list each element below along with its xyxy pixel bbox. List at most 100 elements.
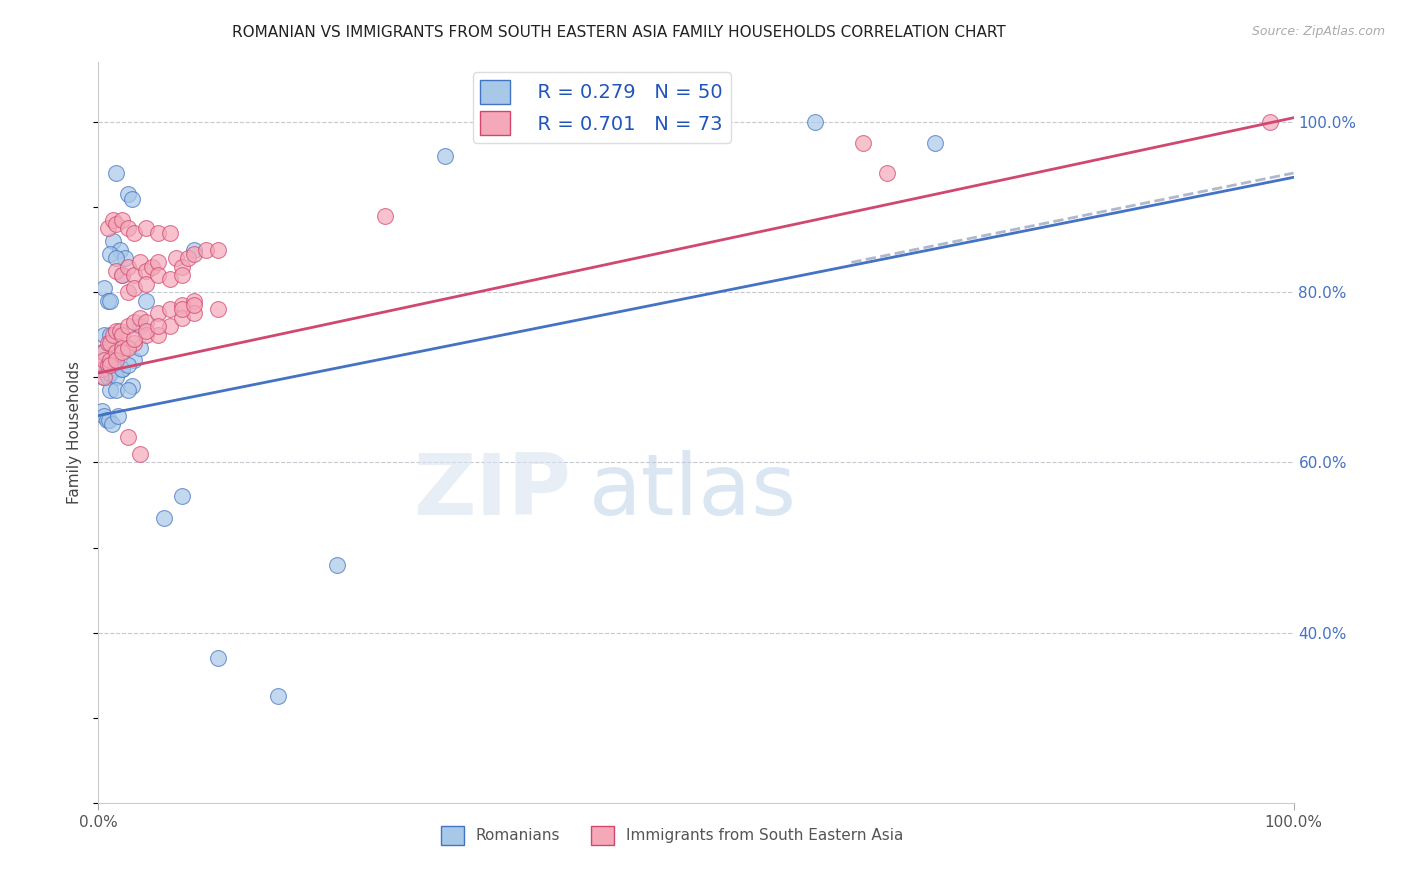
Point (129, 319, 152, 334)
Point (117, 341, 139, 355)
Point (105, 217, 128, 231)
Point (177, 251, 200, 265)
Text: Source: ZipAtlas.com: Source: ZipAtlas.com (1251, 25, 1385, 38)
Point (165, 251, 187, 265)
Point (148, 268, 170, 283)
Point (135, 315, 157, 329)
Point (374, 209, 396, 223)
Point (98, 247, 122, 261)
Point (97, 293, 120, 308)
Point (97, 221, 120, 235)
Point (97, 358, 120, 372)
Legend: Romanians, Immigrants from South Eastern Asia: Romanians, Immigrants from South Eastern… (434, 820, 910, 851)
Point (117, 430, 139, 444)
Point (108, 324, 131, 338)
Point (91, 404, 114, 418)
Point (159, 319, 181, 334)
Point (98, 383, 122, 397)
Point (124, 353, 146, 368)
Point (114, 251, 136, 265)
Point (97, 358, 120, 372)
Point (121, 192, 143, 206)
Point (207, 651, 229, 665)
Point (94, 366, 117, 380)
Point (105, 166, 128, 180)
Point (97, 336, 120, 351)
Point (183, 306, 205, 320)
Point (159, 302, 181, 317)
Point (91, 361, 114, 376)
Point (148, 319, 170, 334)
Point (135, 293, 157, 308)
Point (124, 332, 146, 346)
Point (111, 327, 134, 342)
Point (326, 558, 349, 572)
Point (804, 115, 827, 129)
Point (129, 310, 152, 325)
Point (117, 285, 139, 300)
Point (1258, 115, 1281, 129)
Point (98, 366, 122, 380)
Point (91, 370, 114, 384)
Point (207, 243, 229, 257)
Point (93, 361, 115, 376)
Point (93, 353, 115, 368)
Point (98, 327, 122, 342)
Point (117, 260, 139, 274)
Point (105, 383, 128, 397)
Point (117, 383, 139, 397)
Point (93, 409, 115, 423)
Point (876, 166, 898, 180)
Point (183, 247, 205, 261)
Point (434, 149, 457, 163)
Point (172, 268, 194, 283)
Point (98, 358, 122, 372)
Point (93, 344, 115, 359)
Point (141, 260, 163, 274)
Point (111, 341, 134, 355)
Point (108, 243, 131, 257)
Point (129, 255, 152, 269)
Point (111, 212, 134, 227)
Point (183, 298, 205, 312)
Point (124, 281, 146, 295)
Point (91, 344, 114, 359)
Point (105, 251, 128, 265)
Text: ROMANIAN VS IMMIGRANTS FROM SOUTH EASTERN ASIA FAMILY HOUSEHOLDS CORRELATION CHA: ROMANIAN VS IMMIGRANTS FROM SOUTH EASTER… (232, 25, 1005, 40)
Point (111, 268, 134, 283)
Point (148, 327, 170, 342)
Point (172, 298, 194, 312)
Point (93, 281, 115, 295)
Point (153, 510, 176, 524)
Point (93, 370, 115, 384)
Point (96, 413, 118, 427)
Point (148, 306, 170, 320)
Point (852, 136, 875, 151)
Point (148, 255, 170, 269)
Point (111, 361, 134, 376)
Point (135, 221, 157, 235)
Point (207, 302, 229, 317)
Point (183, 243, 205, 257)
Point (183, 293, 205, 308)
Point (129, 447, 152, 461)
Point (172, 310, 194, 325)
Point (172, 260, 194, 274)
Point (101, 212, 124, 227)
Point (100, 417, 122, 431)
Point (98, 293, 122, 308)
Point (105, 361, 128, 376)
Point (135, 327, 157, 342)
Point (159, 226, 181, 240)
Point (107, 409, 129, 423)
Point (101, 234, 124, 248)
Point (124, 268, 146, 283)
Point (124, 226, 146, 240)
Point (117, 319, 139, 334)
Point (101, 353, 124, 368)
Point (105, 264, 128, 278)
Point (124, 315, 146, 329)
Point (135, 264, 157, 278)
Point (159, 272, 181, 286)
Point (135, 324, 157, 338)
